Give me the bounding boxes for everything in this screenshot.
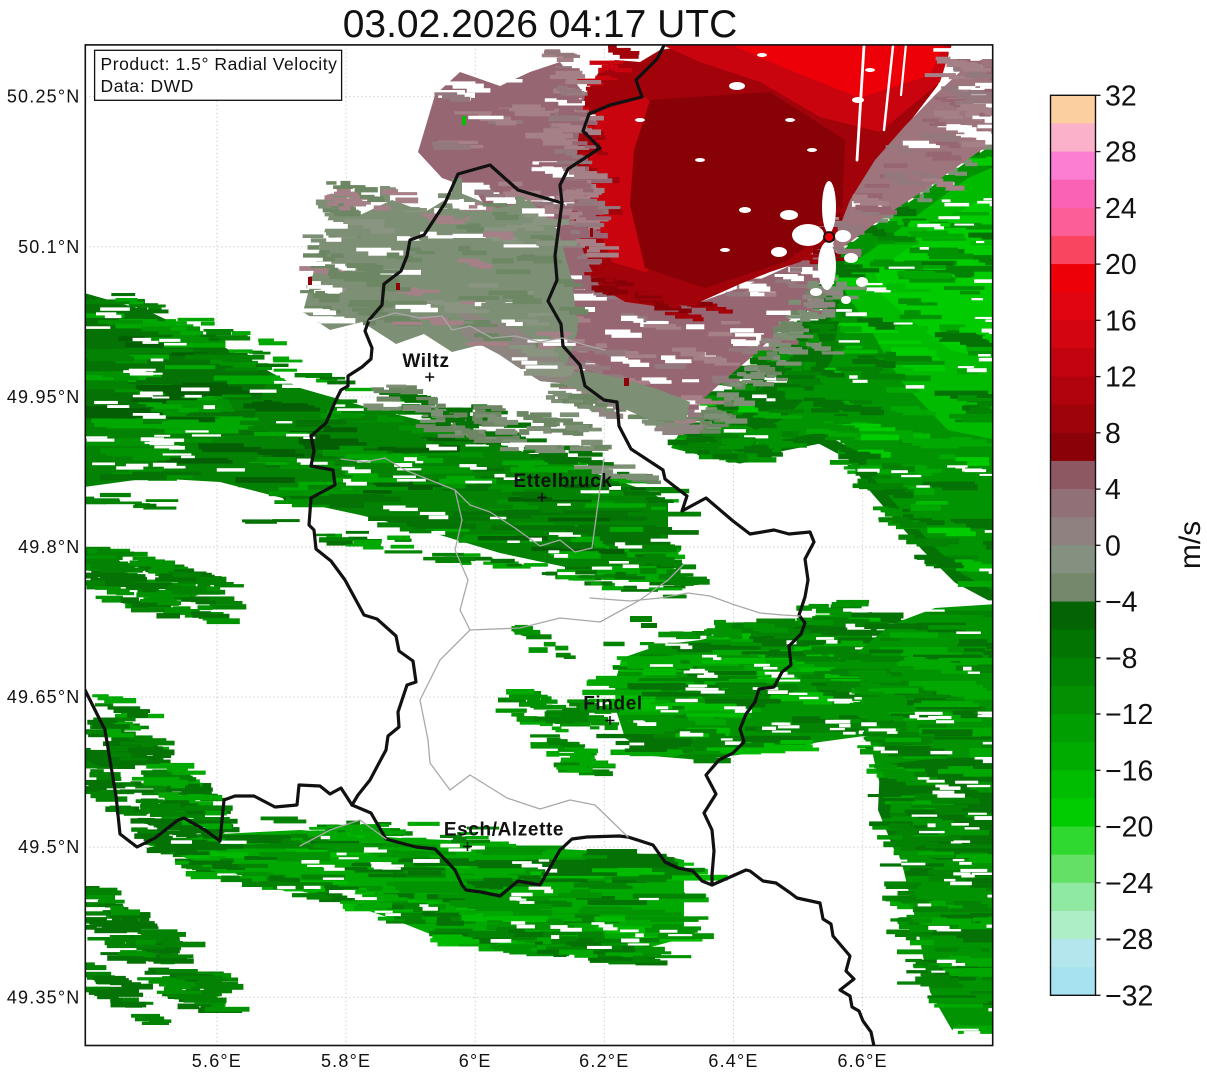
svg-text:−24: −24 [1105,868,1153,900]
svg-text:28: 28 [1105,137,1137,169]
svg-text:49.95°N: 49.95°N [7,387,81,407]
svg-text:Findel: Findel [583,694,643,715]
svg-text:−28: −28 [1105,924,1153,956]
svg-text:6.6°E: 6.6°E [837,1051,887,1071]
svg-text:49.65°N: 49.65°N [7,687,81,707]
svg-text:m/s: m/s [1174,521,1207,569]
svg-text:6.4°E: 6.4°E [708,1051,758,1071]
svg-text:Esch/Alzette: Esch/Alzette [444,820,564,841]
svg-text:6°E: 6°E [459,1051,492,1071]
svg-text:03.02.2026 04:17 UTC: 03.02.2026 04:17 UTC [343,3,738,46]
svg-text:49.8°N: 49.8°N [18,537,80,557]
svg-text:16: 16 [1105,305,1137,337]
svg-text:5.8°E: 5.8°E [321,1051,371,1071]
svg-text:−16: −16 [1105,755,1153,787]
svg-text:−8: −8 [1105,643,1138,675]
svg-text:4: 4 [1105,474,1121,506]
svg-text:−20: −20 [1105,812,1153,844]
svg-text:Ettelbruck: Ettelbruck [514,471,613,492]
svg-text:−32: −32 [1105,980,1153,1012]
svg-text:49.35°N: 49.35°N [7,987,81,1007]
svg-text:Data: DWD: Data: DWD [101,76,194,96]
svg-text:8: 8 [1105,418,1121,450]
svg-text:12: 12 [1105,362,1137,394]
svg-text:−4: −4 [1105,587,1138,619]
svg-text:24: 24 [1105,193,1137,225]
svg-text:0: 0 [1105,530,1121,562]
svg-text:Product: 1.5° Radial Velocity: Product: 1.5° Radial Velocity [101,54,338,74]
svg-text:49.5°N: 49.5°N [18,837,80,857]
svg-text:−12: −12 [1105,699,1153,731]
svg-text:32: 32 [1105,80,1137,112]
svg-text:50.25°N: 50.25°N [7,87,81,107]
svg-text:Wiltz: Wiltz [402,351,449,372]
svg-text:6.2°E: 6.2°E [579,1051,629,1071]
svg-text:5.6°E: 5.6°E [192,1051,242,1071]
svg-text:20: 20 [1105,249,1137,281]
svg-text:50.1°N: 50.1°N [18,237,80,257]
